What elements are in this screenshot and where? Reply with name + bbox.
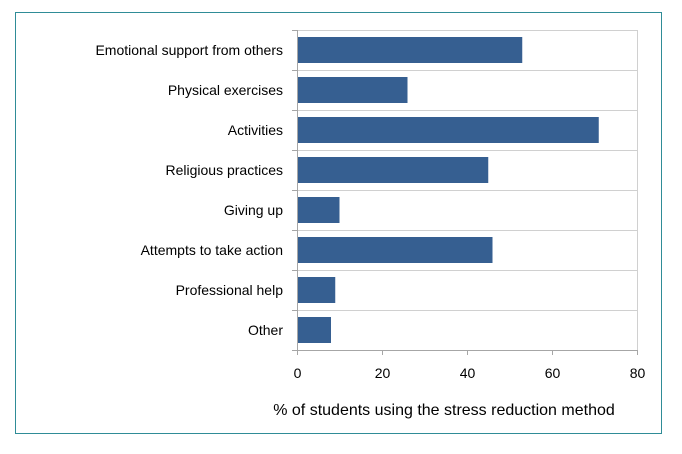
bar [297, 277, 336, 303]
category-label: Professional help [176, 282, 284, 298]
category-label: Religious practices [166, 162, 284, 178]
x-tick-label: 20 [375, 365, 391, 381]
bar [297, 157, 489, 183]
tick-labels: 0 20 40 60 80 [294, 365, 646, 381]
x-axis-title: % of students using the stress reduction… [273, 402, 615, 419]
bar [297, 197, 340, 223]
bars [297, 37, 599, 343]
x-tick-label: 0 [294, 365, 302, 381]
x-tick-label: 80 [630, 365, 646, 381]
bar [297, 37, 523, 63]
category-label: Physical exercises [168, 82, 283, 98]
bar [297, 77, 408, 103]
bar [297, 117, 599, 143]
x-tick-label: 60 [545, 365, 561, 381]
category-label: Emotional support from others [95, 42, 283, 58]
bar [297, 317, 331, 343]
category-labels: Emotional support from others Physical ex… [95, 42, 283, 338]
x-tick-label: 40 [460, 365, 476, 381]
category-label: Other [248, 322, 283, 338]
bar [297, 237, 493, 263]
category-label: Attempts to take action [141, 242, 283, 258]
category-label: Activities [228, 122, 283, 138]
axes [292, 30, 638, 355]
category-label: Giving up [224, 202, 283, 218]
